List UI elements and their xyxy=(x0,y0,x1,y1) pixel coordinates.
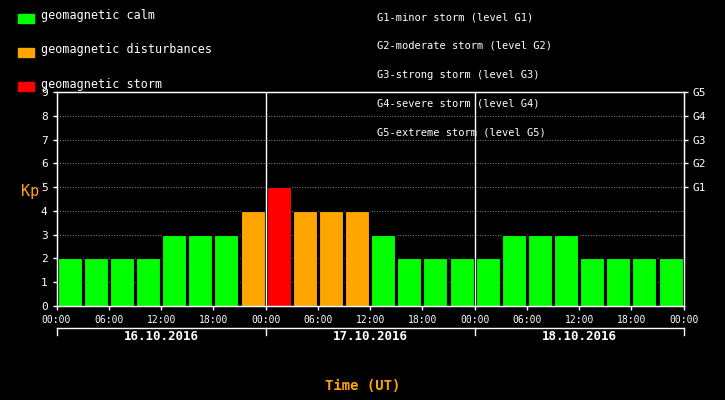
Bar xyxy=(554,235,578,306)
Bar xyxy=(110,258,134,306)
Text: G3-strong storm (level G3): G3-strong storm (level G3) xyxy=(377,70,539,80)
Bar xyxy=(423,258,447,306)
Bar xyxy=(83,258,108,306)
Text: geomagnetic disturbances: geomagnetic disturbances xyxy=(41,44,212,56)
Bar xyxy=(136,258,160,306)
Bar xyxy=(215,235,239,306)
Text: geomagnetic calm: geomagnetic calm xyxy=(41,10,155,22)
Bar xyxy=(241,211,265,306)
Bar xyxy=(345,211,369,306)
Bar xyxy=(528,235,552,306)
Text: G5-extreme storm (level G5): G5-extreme storm (level G5) xyxy=(377,127,546,137)
Text: G2-moderate storm (level G2): G2-moderate storm (level G2) xyxy=(377,41,552,51)
Bar xyxy=(162,235,186,306)
Bar xyxy=(502,235,526,306)
Bar xyxy=(450,258,473,306)
Bar xyxy=(319,211,343,306)
Text: geomagnetic storm: geomagnetic storm xyxy=(41,78,162,90)
Text: 17.10.2016: 17.10.2016 xyxy=(333,330,407,342)
Bar xyxy=(397,258,421,306)
Bar xyxy=(476,258,500,306)
Bar xyxy=(371,235,395,306)
Bar xyxy=(580,258,604,306)
Bar xyxy=(632,258,657,306)
Bar xyxy=(293,211,317,306)
Text: Time (UT): Time (UT) xyxy=(325,379,400,393)
Bar xyxy=(606,258,630,306)
Bar xyxy=(188,235,212,306)
Bar xyxy=(267,187,291,306)
Bar xyxy=(57,258,82,306)
Text: 16.10.2016: 16.10.2016 xyxy=(123,330,199,342)
Y-axis label: Kp: Kp xyxy=(20,184,38,199)
Bar xyxy=(658,258,683,306)
Text: G4-severe storm (level G4): G4-severe storm (level G4) xyxy=(377,98,539,108)
Text: G1-minor storm (level G1): G1-minor storm (level G1) xyxy=(377,12,534,22)
Text: 18.10.2016: 18.10.2016 xyxy=(542,330,617,342)
